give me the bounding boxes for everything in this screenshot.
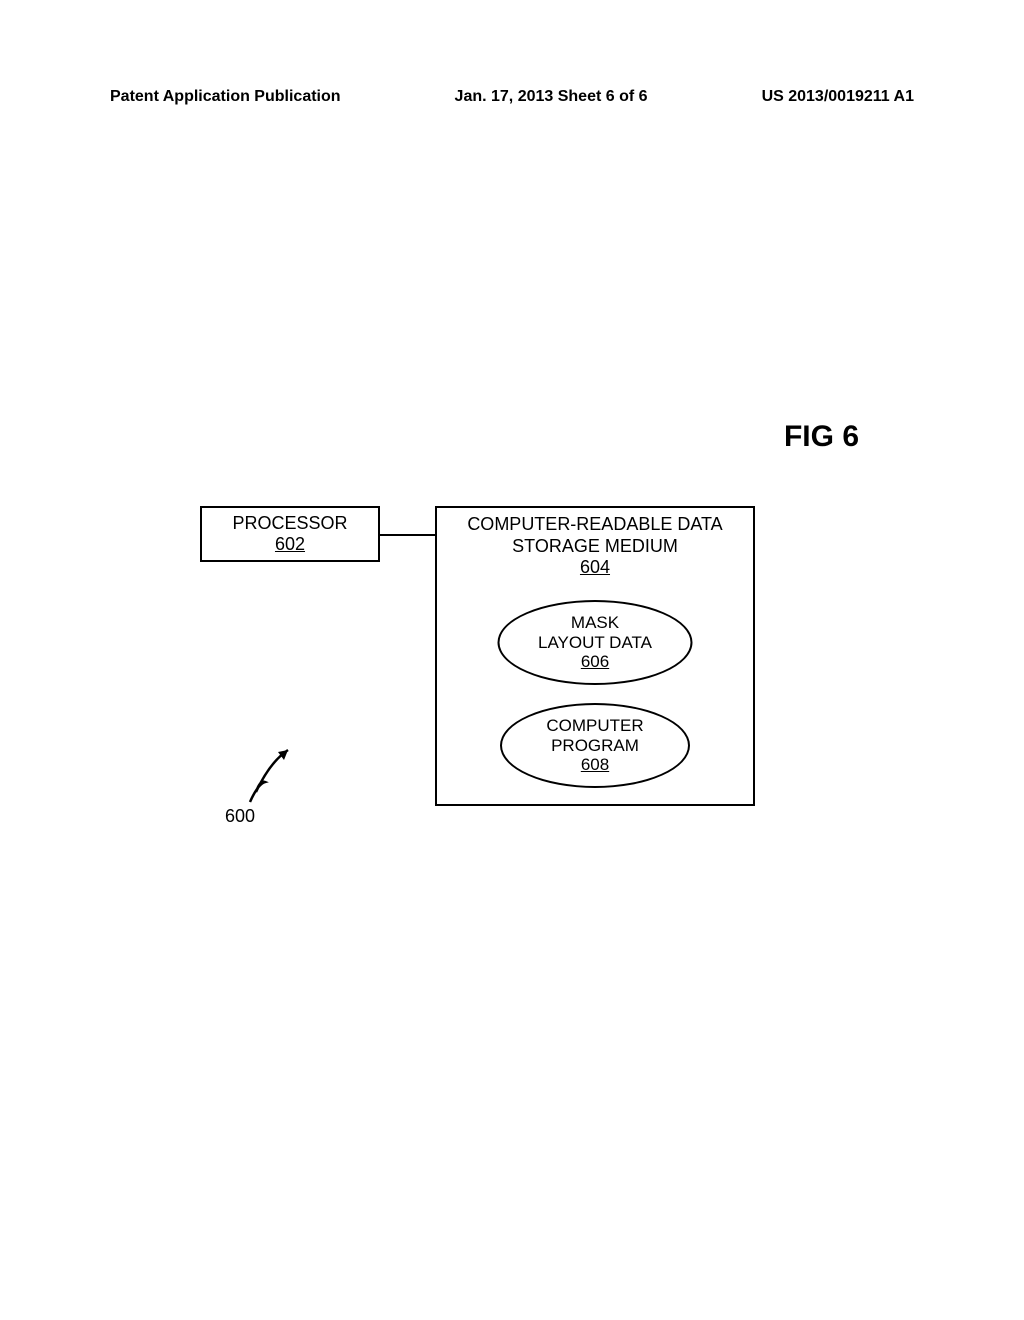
diagram-container: PROCESSOR 602 COMPUTER-READABLE DATA STO… (200, 506, 760, 811)
program-label-line2: PROGRAM (551, 736, 639, 756)
storage-label-line1: COMPUTER-READABLE DATA (437, 514, 753, 536)
figure-label: FIG 6 (784, 420, 859, 454)
reference-arrow-icon (240, 744, 300, 809)
program-node: COMPUTER PROGRAM 608 (500, 703, 690, 788)
connector-line (380, 534, 435, 536)
page-header: Patent Application Publication Jan. 17, … (110, 88, 914, 106)
storage-header: COMPUTER-READABLE DATA STORAGE MEDIUM 60… (437, 508, 753, 579)
header-date-sheet: Jan. 17, 2013 Sheet 6 of 6 (455, 88, 648, 106)
mask-data-label-line1: MASK (571, 613, 619, 633)
mask-data-ref: 606 (581, 652, 609, 672)
storage-ref: 604 (437, 557, 753, 579)
processor-label: PROCESSOR (232, 513, 347, 534)
header-publication: Patent Application Publication (110, 88, 341, 106)
program-ref: 608 (581, 755, 609, 775)
processor-ref: 602 (275, 534, 305, 555)
storage-node: COMPUTER-READABLE DATA STORAGE MEDIUM 60… (435, 506, 755, 806)
storage-label-line2: STORAGE MEDIUM (437, 536, 753, 558)
processor-node: PROCESSOR 602 (200, 506, 380, 562)
figure-reference-number: 600 (225, 806, 255, 827)
program-label-line1: COMPUTER (546, 716, 643, 736)
mask-data-node: MASK LAYOUT DATA 606 (498, 600, 693, 685)
mask-data-label-line2: LAYOUT DATA (538, 633, 652, 653)
header-patent-number: US 2013/0019211 A1 (762, 88, 914, 106)
